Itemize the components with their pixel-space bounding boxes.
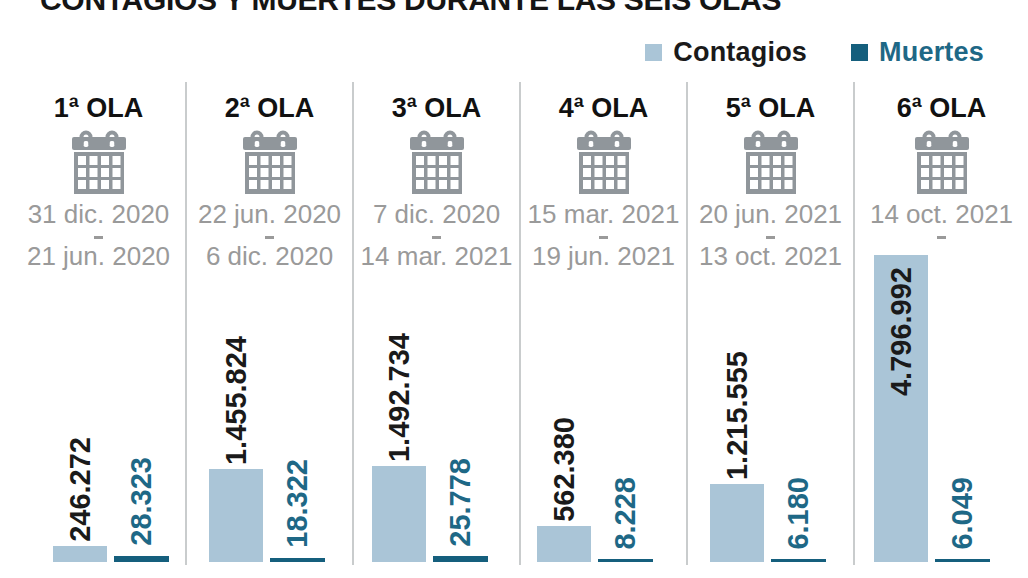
muertes-slot: 8.228 bbox=[598, 217, 653, 562]
contagios-value: 4.796.992 bbox=[887, 267, 916, 396]
contagios-value: 1.215.555 bbox=[723, 351, 752, 480]
wave-title: 4ª OLA bbox=[521, 93, 686, 124]
wave-column: 4ª OLA 15 mar. 2021 19 jun. 2021 bbox=[519, 82, 686, 565]
wave-column: 2ª OLA 22 jun. 2020 6 dic. 2020 bbox=[185, 82, 352, 565]
contagios-bar bbox=[209, 469, 263, 562]
muertes-bar bbox=[114, 556, 169, 562]
muertes-bar bbox=[433, 556, 488, 562]
muertes-value: 8.228 bbox=[611, 477, 640, 550]
contagios-slot: 1.492.734 bbox=[372, 217, 426, 562]
wave-title: 2ª OLA bbox=[187, 93, 352, 124]
contagios-bar bbox=[372, 466, 426, 562]
wave-column: 3ª OLA 7 dic. 2020 14 mar. 2021 bbox=[352, 82, 519, 565]
wave-title: 6ª OLA bbox=[855, 93, 1028, 124]
covid-waves-chart: CONTAGIOS Y MUERTES DURANTE LAS SEIS OLA… bbox=[0, 0, 1028, 578]
contagios-slot: 562.380 bbox=[537, 217, 591, 562]
muertes-bar bbox=[935, 559, 990, 562]
contagios-bar bbox=[710, 484, 764, 562]
wave-title: 3ª OLA bbox=[354, 93, 519, 124]
muertes-slot: 18.322 bbox=[270, 217, 325, 562]
contagios-value: 562.380 bbox=[550, 417, 579, 522]
contagios-slot: 4.796.992 bbox=[874, 217, 928, 562]
contagios-value: 246.272 bbox=[66, 437, 95, 542]
wave-title: 5ª OLA bbox=[688, 93, 853, 124]
calendar-icon bbox=[243, 130, 297, 200]
muertes-value: 25.778 bbox=[446, 458, 475, 547]
bars: 562.380 8.228 bbox=[521, 217, 686, 562]
muertes-swatch-icon bbox=[851, 44, 868, 61]
contagios-slot: 246.272 bbox=[53, 217, 107, 562]
contagios-bar bbox=[53, 546, 107, 562]
wave-column: 1ª OLA 31 dic. 2020 21 jun. 2020 bbox=[0, 82, 185, 565]
legend-item-contagios: Contagios bbox=[645, 37, 807, 68]
muertes-slot: 6.180 bbox=[771, 217, 826, 562]
bars: 4.796.992 6.049 bbox=[855, 217, 1028, 562]
contagios-value: 1.492.734 bbox=[385, 333, 414, 462]
bars: 1.455.824 18.322 bbox=[187, 217, 352, 562]
muertes-slot: 6.049 bbox=[935, 217, 990, 562]
muertes-value: 6.049 bbox=[948, 477, 977, 550]
contagios-bar bbox=[537, 526, 591, 562]
legend-label-contagios: Contagios bbox=[673, 37, 807, 68]
wave-columns: 1ª OLA 31 dic. 2020 21 jun. 2020 bbox=[0, 82, 1028, 565]
muertes-slot: 28.323 bbox=[114, 217, 169, 562]
legend: Contagios Muertes bbox=[645, 37, 984, 68]
calendar-icon bbox=[915, 130, 969, 200]
bars: 1.492.734 25.778 bbox=[354, 217, 519, 562]
contagios-slot: 1.215.555 bbox=[710, 217, 764, 562]
contagios-slot: 1.455.824 bbox=[209, 217, 263, 562]
muertes-slot: 25.778 bbox=[433, 217, 488, 562]
muertes-bar bbox=[771, 559, 826, 562]
calendar-icon bbox=[72, 130, 126, 200]
muertes-value: 28.323 bbox=[127, 457, 156, 546]
calendar-icon bbox=[410, 130, 464, 200]
wave-column: 5ª OLA 20 jun. 2021 13 oct. 2021 bbox=[686, 82, 853, 565]
chart-title: CONTAGIOS Y MUERTES DURANTE LAS SEIS OLA… bbox=[40, 0, 781, 17]
wave-column: 6ª OLA 14 oct. 2021 4 bbox=[853, 82, 1028, 565]
muertes-bar bbox=[270, 558, 325, 562]
contagios-swatch-icon bbox=[645, 44, 662, 61]
bars: 246.272 28.323 bbox=[0, 217, 185, 562]
muertes-value: 18.322 bbox=[283, 459, 312, 548]
legend-label-muertes: Muertes bbox=[879, 37, 984, 68]
wave-title: 1ª OLA bbox=[6, 93, 191, 124]
bars: 1.215.555 6.180 bbox=[688, 217, 853, 562]
legend-item-muertes: Muertes bbox=[851, 37, 984, 68]
calendar-icon bbox=[744, 130, 798, 200]
muertes-bar bbox=[598, 559, 653, 562]
contagios-value: 1.455.824 bbox=[222, 336, 251, 465]
muertes-value: 6.180 bbox=[784, 477, 813, 550]
calendar-icon bbox=[577, 130, 631, 200]
